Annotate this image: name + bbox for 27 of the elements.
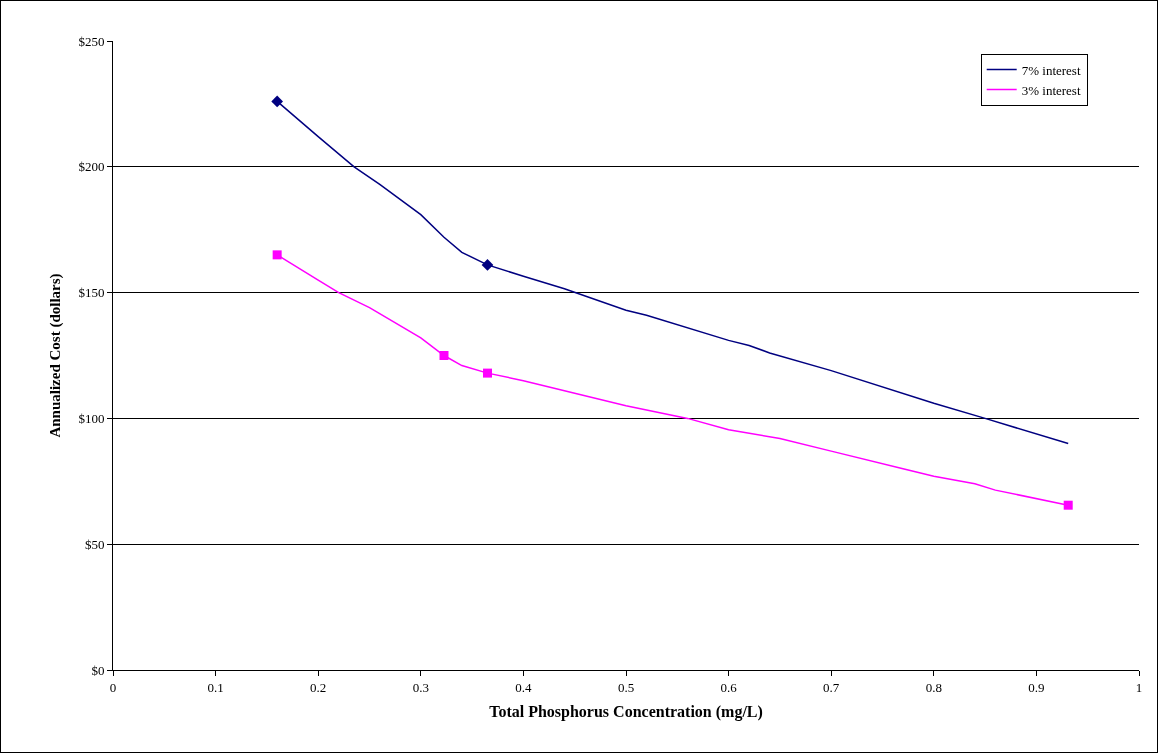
point bbox=[272, 250, 282, 260]
point bbox=[271, 95, 284, 108]
x-tick-label: 0.3 bbox=[412, 679, 429, 695]
y-tick-label: $0 bbox=[91, 662, 105, 678]
x-axis-title: Total Phosphorus Concentration (mg/L) bbox=[489, 703, 763, 722]
x-tick-label: 0.8 bbox=[925, 679, 942, 695]
x-tick-label: 0.7 bbox=[823, 679, 840, 695]
legend-label: 3% interest bbox=[1021, 82, 1081, 98]
x-tick-label: 1 bbox=[1135, 679, 1143, 695]
point bbox=[1063, 500, 1073, 510]
y-axis-title: Annualized Cost (dollars) bbox=[46, 273, 64, 438]
point bbox=[439, 351, 449, 360]
y-tick-label: $150 bbox=[78, 285, 105, 301]
x-tick-label: 0.6 bbox=[720, 679, 738, 695]
x-tick-label: 0.9 bbox=[1028, 679, 1045, 695]
point bbox=[482, 368, 492, 378]
y-tick-label: $250 bbox=[78, 33, 105, 49]
x-tick-label: 0.5 bbox=[617, 679, 635, 695]
x-tick-label: 0.1 bbox=[207, 679, 224, 695]
point bbox=[481, 259, 494, 271]
x-tick-label: 0 bbox=[109, 679, 117, 695]
x-tick-label: 0.4 bbox=[515, 679, 533, 695]
legend-label: 7% interest bbox=[1021, 62, 1081, 78]
y-tick-label: $200 bbox=[78, 159, 105, 175]
x-tick-label: 0.2 bbox=[310, 679, 327, 695]
y-tick-label: $100 bbox=[78, 410, 105, 426]
y-tick-label: $50 bbox=[84, 536, 105, 552]
